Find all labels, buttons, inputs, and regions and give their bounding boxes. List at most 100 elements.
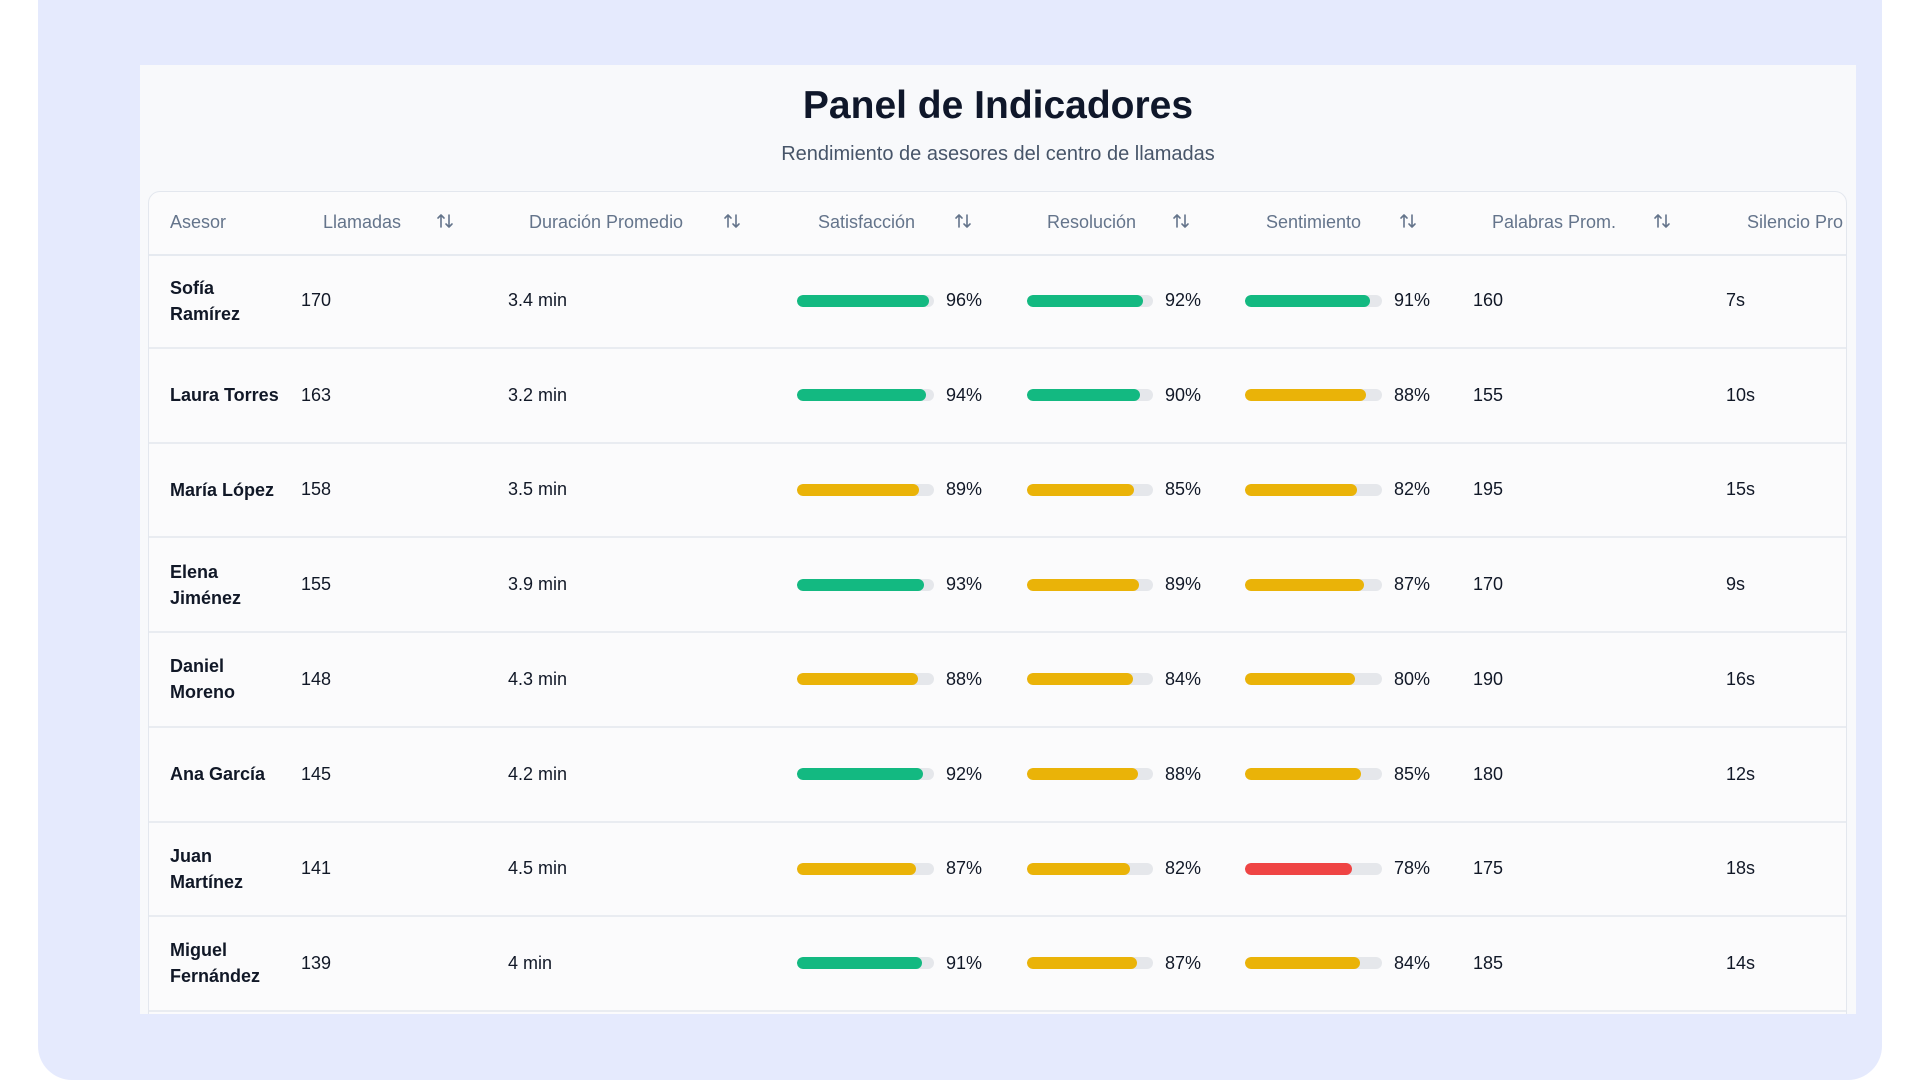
resolucion-progress-fill [1027, 389, 1141, 402]
sort-arrows-icon[interactable] [436, 212, 454, 230]
column-header-llamadas[interactable]: Llamadas [323, 212, 401, 233]
dashboard-panel: Panel de Indicadores Rendimiento de ases… [140, 65, 1856, 1014]
resolucion-progress-bar [1027, 389, 1153, 402]
page-subtitle: Rendimiento de asesores del centro de ll… [781, 143, 1215, 165]
satisfaccion-cell: 87% [797, 822, 982, 915]
sentimiento-cell: 80% [1245, 633, 1430, 726]
sentimiento-progress-bar [1245, 294, 1382, 307]
resolucion-progress-fill [1027, 768, 1138, 780]
column-header-asesor: Asesor [170, 212, 226, 233]
avg-silence: 10s [1726, 384, 1756, 405]
agent-name: Miguel Fernández [170, 940, 261, 987]
agent-name: Daniel Moreno [170, 656, 235, 703]
sentimiento-progress-fill [1245, 862, 1352, 875]
avg-duration: 3.5 min [508, 479, 568, 500]
satisfaccion-cell: 96% [797, 254, 982, 347]
avg-duration: 4.3 min [508, 668, 568, 689]
sentimiento-progress-fill [1245, 389, 1366, 402]
sentimiento-percent: 85% [1394, 763, 1431, 784]
sort-arrows-icon[interactable] [1653, 212, 1671, 230]
resolucion-percent: 88% [1165, 763, 1202, 784]
column-header-label: Llamadas [323, 212, 402, 232]
calls-count: 155 [301, 574, 332, 595]
resolucion-cell: 88% [1027, 728, 1201, 821]
resolucion-cell: 85% [1027, 443, 1201, 536]
avg-duration: 3.2 min [508, 384, 568, 405]
table-row[interactable]: Ana García 145 4.2 min 92% 88% 85% 180 12s [149, 728, 1846, 823]
satisfaccion-progress-bar [797, 768, 934, 780]
sentimiento-progress-fill [1245, 483, 1358, 496]
sentimiento-percent: 84% [1394, 952, 1431, 973]
background-frame: Panel de Indicadores Rendimiento de ases… [38, 0, 1882, 1080]
sentimiento-progress-fill [1245, 578, 1365, 591]
avg-silence: 14s [1726, 952, 1756, 973]
avg-words: 175 [1473, 858, 1504, 879]
avg-duration: 3.9 min [508, 574, 568, 595]
table-row[interactable]: Miguel Fernández 139 4 min 91% 87% 84% 185 14s [149, 917, 1846, 1012]
satisfaccion-cell: 91% [797, 917, 982, 1010]
calls-count: 145 [301, 763, 332, 784]
sentimiento-percent: 91% [1394, 290, 1431, 310]
sort-arrows-icon[interactable] [1399, 212, 1417, 230]
page-title: Panel de Indicadores [802, 84, 1194, 127]
avg-words: 170 [1473, 574, 1504, 595]
satisfaccion-progress-fill [797, 294, 929, 307]
agent-name: María López [170, 479, 275, 500]
sentimiento-progress-bar [1245, 862, 1382, 875]
agent-name: Juan Martínez [170, 845, 244, 892]
resolucion-progress-bar [1027, 483, 1153, 496]
sentimiento-cell: 91% [1245, 254, 1430, 347]
avg-words: 190 [1473, 668, 1504, 689]
resolucion-progress-bar [1027, 862, 1153, 875]
table-row[interactable]: María López 158 3.5 min 89% 85% 82% 195 15s [149, 443, 1846, 539]
agent-name: Ana García [170, 764, 266, 784]
table-row[interactable]: Laura Torres 163 3.2 min 94% 90% 88% 155 10s [149, 349, 1846, 444]
satisfaccion-progress-bar [797, 294, 934, 307]
table-row[interactable]: Elena Jiménez 155 3.9 min 93% 89% 87% 170 9s [149, 538, 1846, 634]
agents-table: Asesor Llamadas Duración Promedio Satisfacc… [148, 191, 1847, 1014]
satisfaccion-percent: 92% [946, 763, 983, 784]
resolucion-cell: 92% [1027, 254, 1201, 347]
sentimiento-progress-bar [1245, 483, 1382, 496]
column-header-palabras[interactable]: Palabras Prom. [1492, 212, 1616, 233]
column-header-resolucion[interactable]: Resolución [1047, 212, 1136, 233]
satisfaccion-progress-fill [797, 768, 924, 780]
table-row[interactable]: Juan Martínez 141 4.5 min 87% 82% 78% 175 18s [149, 822, 1846, 918]
resolucion-progress-bar [1027, 957, 1153, 970]
resolucion-cell: 90% [1027, 349, 1201, 442]
avg-words: 155 [1473, 384, 1504, 405]
resolucion-progress-fill [1027, 862, 1131, 875]
column-header-label: Duración Promedio [529, 212, 684, 232]
resolucion-progress-bar [1027, 673, 1153, 686]
column-header-duracion[interactable]: Duración Promedio [529, 212, 683, 233]
agent-name: Laura Torres [170, 385, 279, 406]
avg-duration: 4 min [508, 952, 553, 973]
table-row[interactable]: Sofía Ramírez 170 3.4 min 96% 92% 91% 160 7s [149, 254, 1846, 349]
column-header-sentimiento[interactable]: Sentimiento [1266, 212, 1361, 233]
avg-silence: 16s [1726, 668, 1756, 689]
calls-count: 141 [301, 858, 332, 879]
avg-silence: 7s [1726, 290, 1746, 310]
resolucion-progress-fill [1027, 578, 1140, 591]
sentimiento-progress-bar [1245, 673, 1382, 686]
satisfaccion-progress-fill [797, 957, 922, 970]
avg-silence: 18s [1726, 858, 1756, 879]
sentimiento-percent: 80% [1394, 668, 1431, 689]
satisfaccion-cell: 94% [797, 349, 982, 442]
satisfaccion-progress-bar [797, 957, 934, 970]
resolucion-percent: 87% [1165, 952, 1202, 973]
sort-arrows-icon[interactable] [723, 212, 741, 230]
satisfaccion-progress-bar [797, 483, 934, 496]
table-row[interactable]: Daniel Moreno 148 4.3 min 88% 84% 80% 190 16s [149, 633, 1846, 728]
avg-silence: 12s [1726, 763, 1756, 784]
sentimiento-cell: 85% [1245, 728, 1430, 821]
resolucion-progress-fill [1027, 673, 1133, 686]
sentimiento-progress-bar [1245, 389, 1382, 402]
column-header-satisfaccion[interactable]: Satisfacción [818, 212, 915, 233]
satisfaccion-progress-fill [797, 862, 917, 875]
satisfaccion-progress-fill [797, 389, 926, 402]
column-header-label: Resolución [1047, 212, 1137, 232]
sort-arrows-icon[interactable] [954, 212, 972, 230]
sort-arrows-icon[interactable] [1172, 212, 1190, 230]
sentimiento-progress-fill [1245, 957, 1361, 970]
